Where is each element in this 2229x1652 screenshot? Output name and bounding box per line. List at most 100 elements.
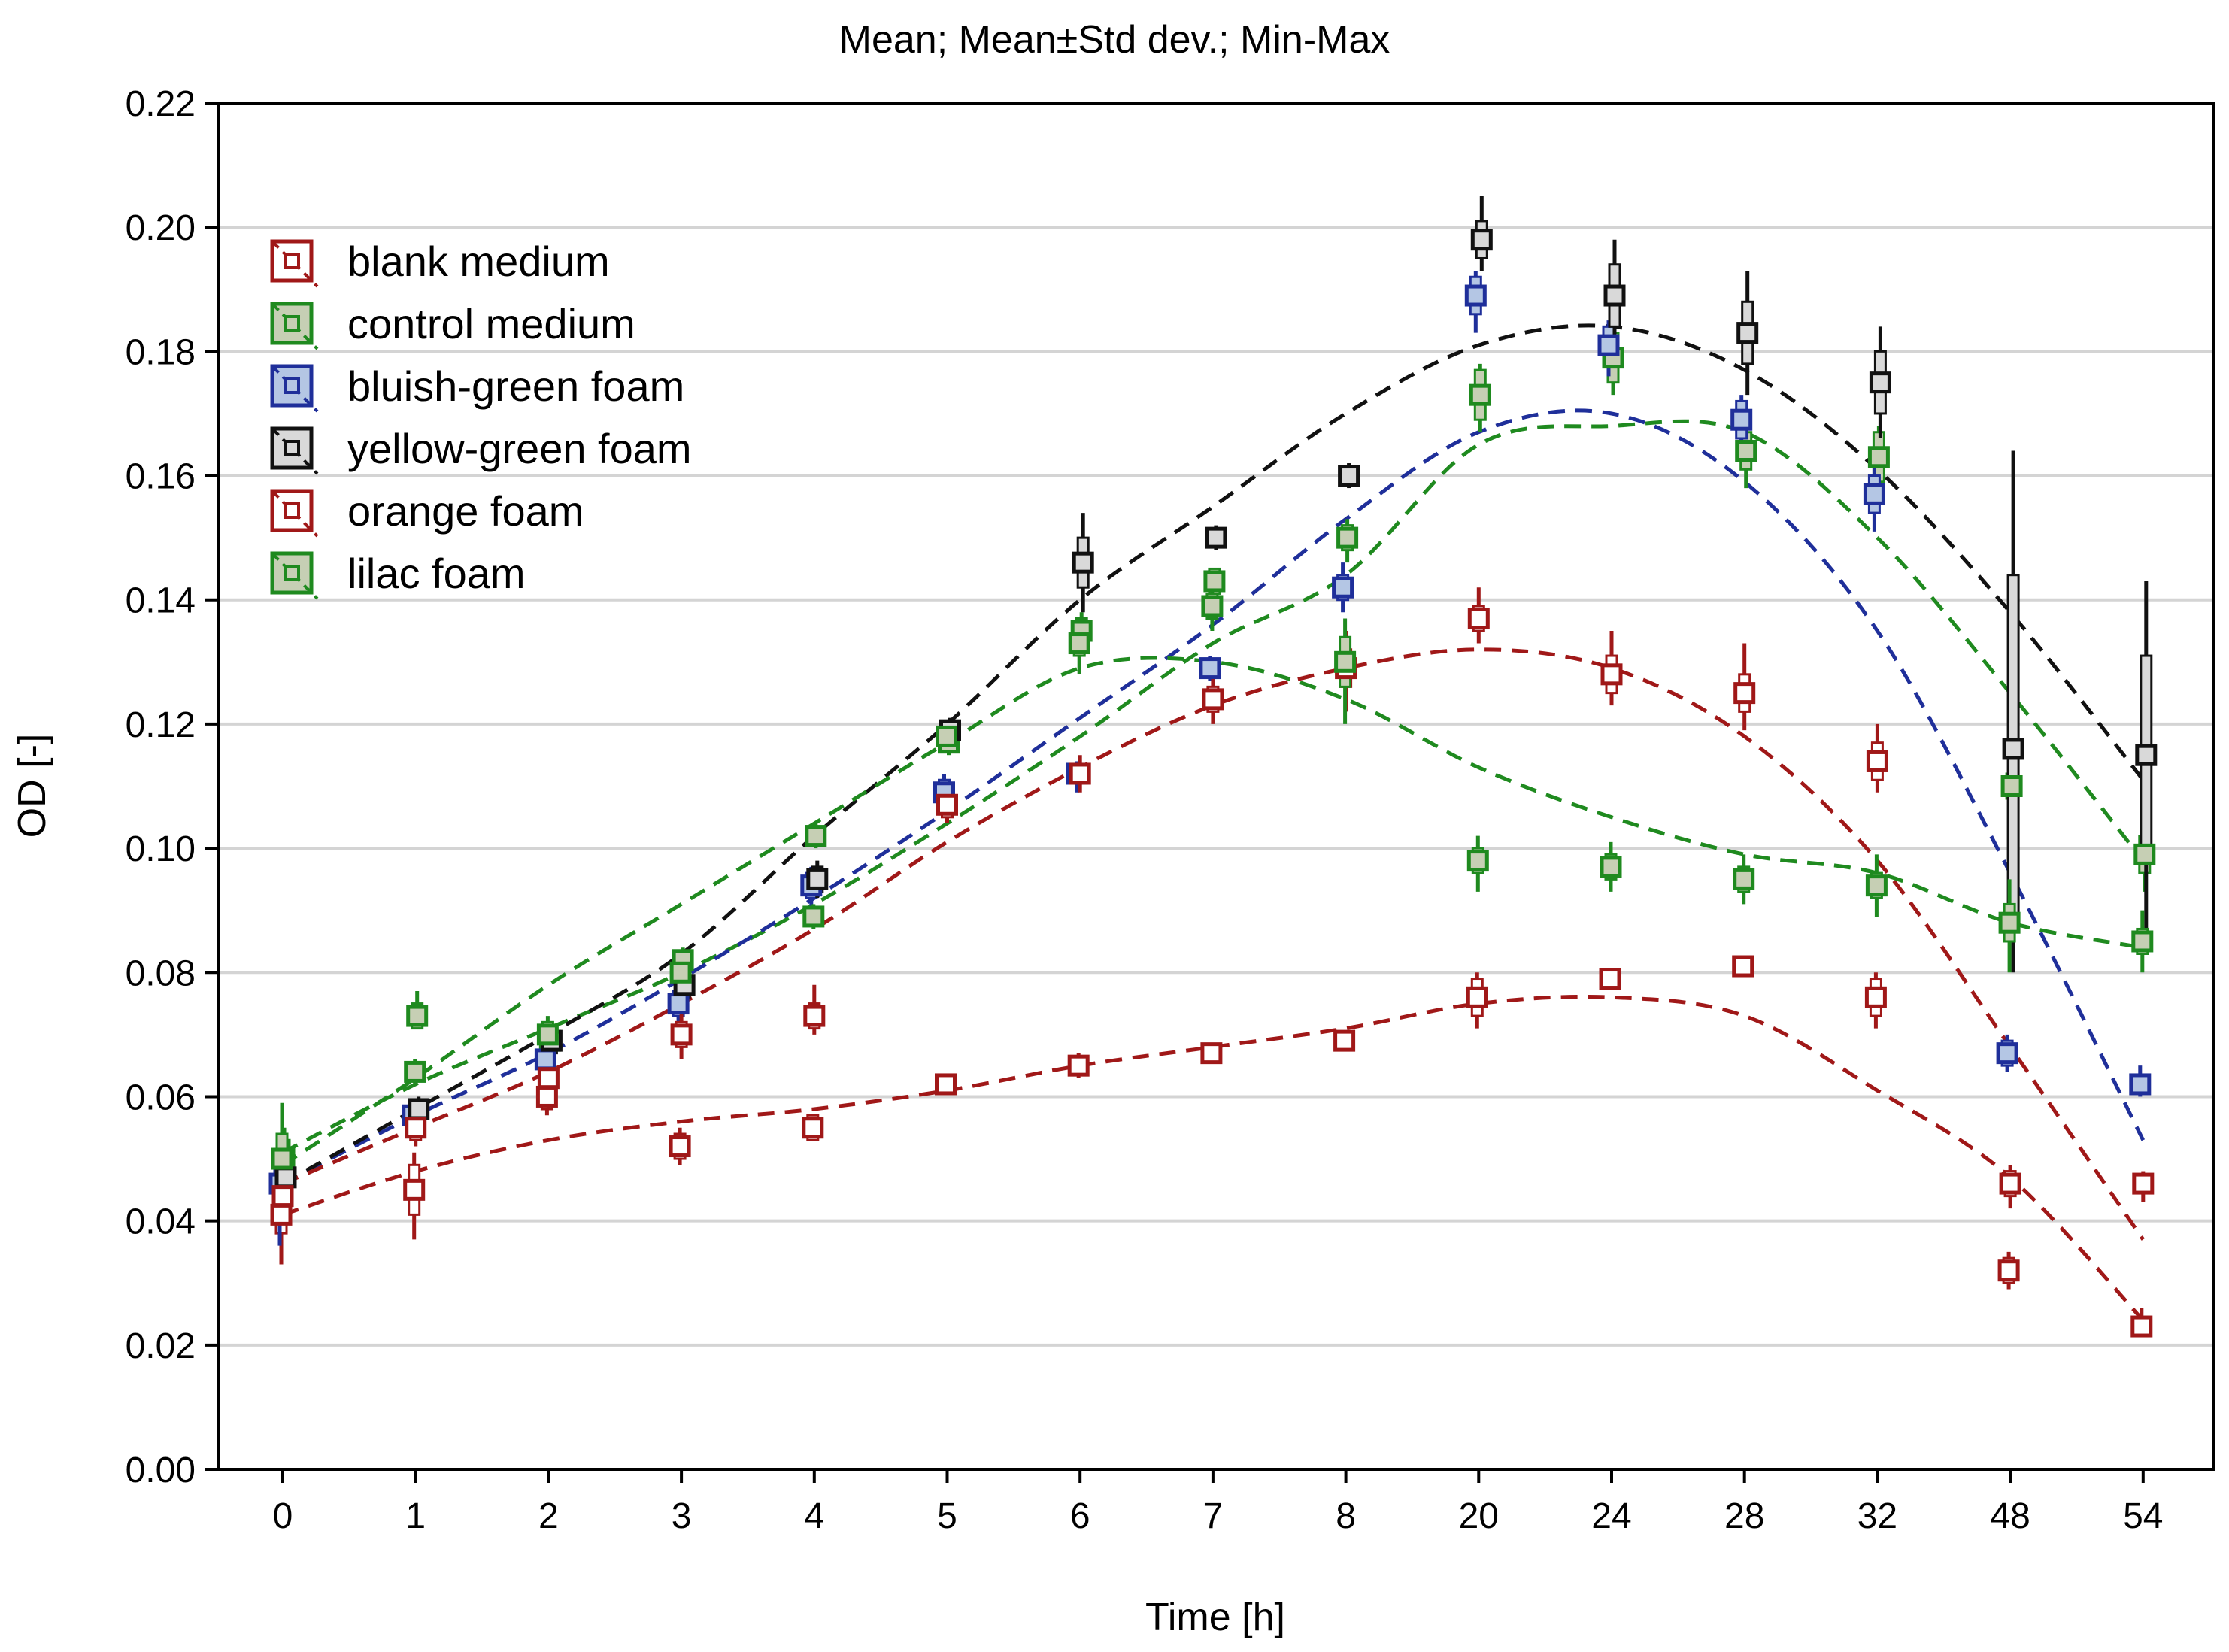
mean-point-blank-medium <box>1067 1054 1090 1077</box>
mean-point-bluish-green-foam <box>1597 334 1620 356</box>
legend-marker <box>284 440 300 456</box>
mean-point-yellow-green-foam <box>2002 738 2024 760</box>
mean-point-lilac-foam <box>669 961 692 984</box>
mean-point-blank-medium <box>1599 968 1621 990</box>
mean-point-blank-medium <box>1333 1029 1356 1052</box>
legend-label: blank medium <box>347 238 610 285</box>
mean-point-orange-foam <box>405 1117 427 1139</box>
mean-point-bluish-green-foam <box>1863 483 1885 505</box>
legend-label: orange foam <box>347 487 584 535</box>
x-tick-label: 8 <box>1336 1496 1356 1536</box>
y-tick-label: 0.04 <box>126 1202 196 1242</box>
mean-point-yellow-green-foam <box>1603 284 1626 307</box>
mean-point-blank-medium <box>1997 1259 2020 1282</box>
mean-point-control-medium <box>1867 446 1890 468</box>
legend-item-orange-foam: orange foam <box>270 487 584 538</box>
y-tick-label: 0.16 <box>126 457 196 497</box>
mean-point-lilac-foam <box>1334 650 1357 673</box>
y-tick-label: 0.18 <box>126 332 196 372</box>
mean-point-control-medium <box>1203 570 1226 593</box>
mean-point-orange-foam <box>1999 1172 2021 1195</box>
mean-point-lilac-foam <box>271 1147 293 1170</box>
mean-point-orange-foam <box>1866 750 1888 772</box>
x-tick-label: 2 <box>538 1496 559 1536</box>
x-tick-label: 3 <box>672 1496 692 1536</box>
fit-curve-yellow-green-foam <box>281 323 2145 1186</box>
mean-point-control-medium <box>406 1005 429 1027</box>
mean-point-bluish-green-foam <box>1464 284 1487 307</box>
mean-point-yellow-green-foam <box>806 868 829 890</box>
x-tick-label: 48 <box>1990 1496 2030 1536</box>
y-tick-label: 0.12 <box>126 705 196 745</box>
mean-point-yellow-green-foam <box>1470 229 1493 251</box>
legend-label: lilac foam <box>347 550 526 597</box>
mean-point-orange-foam <box>670 1023 693 1046</box>
mean-point-lilac-foam <box>404 1060 426 1083</box>
mean-point-blank-medium <box>802 1117 824 1139</box>
x-tick-label: 20 <box>1459 1496 1499 1536</box>
mean-point-blank-medium <box>1466 986 1488 1008</box>
mean-point-orange-foam <box>1600 663 1623 686</box>
legend-label: yellow-green foam <box>347 425 692 472</box>
fit-curve-control-medium <box>281 419 2145 1155</box>
mean-point-lilac-foam <box>1466 850 1489 872</box>
mean-point-orange-foam <box>537 1067 560 1090</box>
y-tick-label: 0.06 <box>126 1078 196 1117</box>
fit-curve-blank-medium <box>282 994 2145 1322</box>
legend-marker <box>284 253 300 269</box>
mean-point-blank-medium <box>2130 1315 2153 1338</box>
mean-point-control-medium <box>2133 843 2156 865</box>
x-tick-label: 4 <box>804 1496 824 1536</box>
mean-point-bluish-green-foam <box>534 1048 556 1071</box>
x-tick-label: 54 <box>2123 1496 2163 1536</box>
mean-point-bluish-green-foam <box>1996 1042 2018 1065</box>
x-tick-label: 6 <box>1070 1496 1090 1536</box>
mean-point-control-medium <box>1735 440 1757 462</box>
mean-point-yellow-green-foam <box>1338 465 1360 487</box>
x-tick-label: 32 <box>1858 1496 1897 1536</box>
mean-point-bluish-green-foam <box>1199 657 1221 680</box>
mean-point-control-medium <box>805 825 827 847</box>
fit-curve-lilac-foam <box>281 656 2144 1167</box>
x-tick-label: 0 <box>273 1496 293 1536</box>
mean-point-blank-medium <box>535 1085 558 1108</box>
mean-point-blank-medium <box>1732 955 1754 978</box>
mean-point-bluish-green-foam <box>2129 1073 2152 1096</box>
mean-point-blank-medium <box>1864 986 1887 1008</box>
mean-point-yellow-green-foam <box>1072 551 1094 574</box>
legend-item-lilac-foam: lilac foam <box>270 550 526 600</box>
mean-point-yellow-green-foam <box>408 1098 430 1120</box>
mean-point-blank-medium <box>403 1178 426 1201</box>
mean-point-lilac-foam <box>1201 595 1224 617</box>
legend-marker <box>284 315 300 332</box>
data-markers <box>268 229 2158 1338</box>
legend-label: bluish-green foam <box>347 362 684 410</box>
y-tick-label: 0.10 <box>126 829 196 869</box>
y-tick-label: 0.08 <box>126 953 196 993</box>
mean-point-blank-medium <box>935 1073 957 1096</box>
mean-point-orange-foam <box>1202 688 1224 711</box>
x-tick-label: 1 <box>405 1496 426 1536</box>
x-tick-label: 5 <box>937 1496 957 1536</box>
mean-point-lilac-foam <box>1600 856 1622 878</box>
y-axis-label: OD [-] <box>11 734 54 838</box>
y-axis: 0.00 0.02 0.04 0.06 0.08 0.10 0.12 0.14 0.16 0.18… <box>126 84 218 1490</box>
mean-point-yellow-green-foam <box>1736 322 1759 344</box>
x-tick-label: 24 <box>1591 1496 1631 1536</box>
mean-point-orange-foam <box>936 793 958 816</box>
legend-marker <box>284 377 300 394</box>
mean-point-lilac-foam <box>802 905 825 928</box>
mean-point-control-medium <box>2000 775 2023 797</box>
y-tick-label: 0.02 <box>126 1326 196 1366</box>
y-tick-label: 0.22 <box>126 84 196 124</box>
legend-label: control medium <box>347 300 635 347</box>
mean-point-blank-medium <box>669 1135 691 1158</box>
mean-point-orange-foam <box>1069 762 1091 785</box>
x-axis-label: Time [h] <box>1145 1596 1285 1639</box>
mean-point-bluish-green-foam <box>1730 408 1753 431</box>
mean-point-yellow-green-foam <box>2135 744 2158 766</box>
mean-point-lilac-foam <box>1733 868 1755 890</box>
x-tick-label: 28 <box>1724 1496 1764 1536</box>
legend: blank medium control medium bluish-green f… <box>270 238 692 600</box>
plot-frame <box>217 102 2215 1471</box>
